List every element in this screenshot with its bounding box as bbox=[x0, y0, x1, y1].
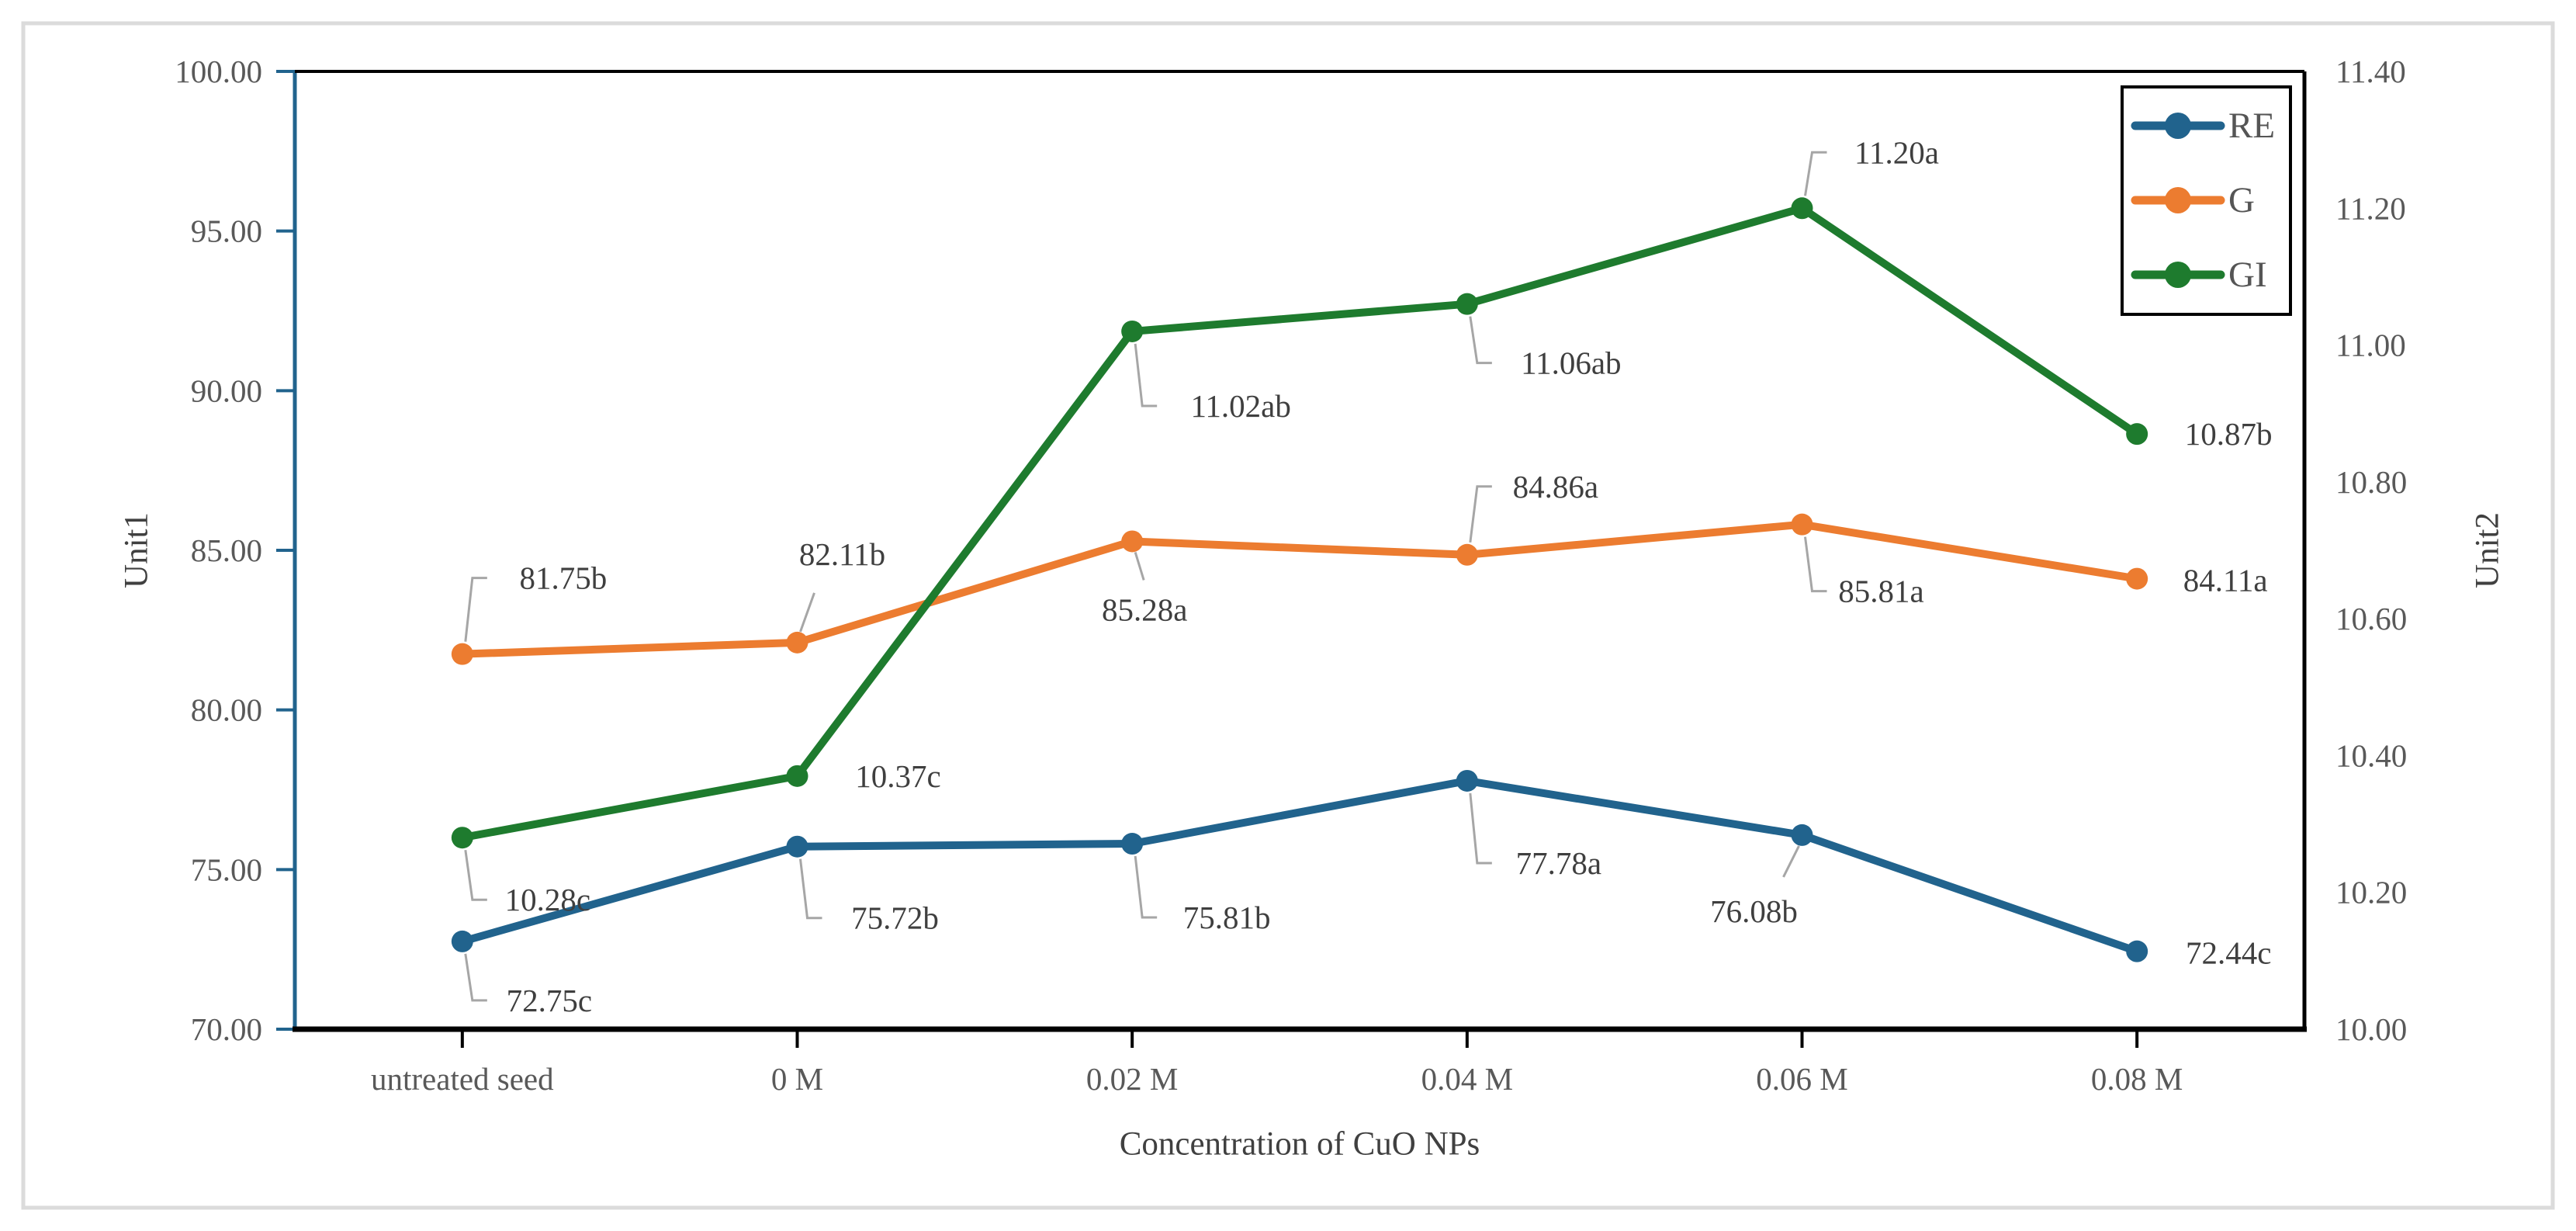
svg-text:72.75c: 72.75c bbox=[507, 983, 592, 1018]
plot-border bbox=[295, 70, 2307, 1029]
svg-text:0.02 M: 0.02 M bbox=[1086, 1061, 1178, 1097]
figure-border bbox=[21, 21, 2555, 1210]
svg-text:75.00: 75.00 bbox=[191, 851, 262, 887]
svg-text:81.75b: 81.75b bbox=[519, 560, 607, 596]
legend: RE G GI bbox=[2121, 85, 2292, 316]
svg-text:Unit1: Unit1 bbox=[119, 512, 155, 588]
legend-entry-GI: GI bbox=[2131, 255, 2267, 295]
svg-text:75.72b: 75.72b bbox=[851, 900, 939, 936]
svg-text:10.40: 10.40 bbox=[2335, 737, 2407, 773]
svg-text:11.00: 11.00 bbox=[2335, 328, 2406, 363]
svg-text:90.00: 90.00 bbox=[191, 373, 262, 408]
svg-text:10.20: 10.20 bbox=[2335, 875, 2407, 910]
svg-text:95.00: 95.00 bbox=[191, 213, 262, 249]
svg-text:85.00: 85.00 bbox=[191, 532, 262, 568]
svg-text:G: G bbox=[2228, 180, 2255, 220]
svg-text:0.06 M: 0.06 M bbox=[1756, 1061, 1847, 1097]
series-RE bbox=[451, 769, 2148, 962]
y-axis-left: 70.00 75.00 80.00 85.00 90.00 95.00 100.00 Unit… bbox=[119, 54, 297, 1047]
svg-text:RE: RE bbox=[2228, 106, 2275, 146]
svg-text:84.86a: 84.86a bbox=[1513, 469, 1598, 505]
svg-text:76.08b: 76.08b bbox=[1710, 893, 1798, 929]
x-axis: untreated seed 0 M 0.02 M 0.04 M 0.06 M 0.08 … bbox=[293, 1026, 2307, 1163]
svg-text:80.00: 80.00 bbox=[191, 692, 262, 728]
svg-text:82.11b: 82.11b bbox=[799, 536, 885, 572]
svg-text:10.28c: 10.28c bbox=[505, 882, 590, 917]
y-axis-right: 10.00 10.20 10.40 10.60 10.80 11.00 11.20 11.40… bbox=[2335, 54, 2506, 1047]
series-G bbox=[451, 513, 2148, 665]
svg-text:0.08 M: 0.08 M bbox=[2091, 1061, 2183, 1097]
legend-entry-G: G bbox=[2131, 180, 2255, 220]
svg-text:11.02ab: 11.02ab bbox=[1190, 388, 1290, 424]
svg-text:72.44c: 72.44c bbox=[2186, 935, 2271, 971]
data-labels: 72.75c 75.72b 75.81b 77.78a 76.08b 72.44c 81.7… bbox=[464, 134, 2273, 1018]
svg-text:GI: GI bbox=[2228, 255, 2267, 295]
svg-text:10.37c: 10.37c bbox=[855, 758, 940, 794]
svg-text:84.11a: 84.11a bbox=[2183, 563, 2268, 598]
svg-text:0 M: 0 M bbox=[771, 1061, 823, 1097]
svg-text:75.81b: 75.81b bbox=[1183, 900, 1271, 935]
svg-text:85.28a: 85.28a bbox=[1102, 591, 1187, 627]
legend-entry-RE: RE bbox=[2131, 106, 2275, 146]
svg-text:70.00: 70.00 bbox=[191, 1011, 262, 1047]
svg-text:0.04 M: 0.04 M bbox=[1421, 1061, 1513, 1097]
svg-text:85.81a: 85.81a bbox=[1838, 574, 1923, 609]
svg-text:11.20a: 11.20a bbox=[1854, 134, 1939, 170]
svg-text:Concentration of CuO NPs: Concentration of CuO NPs bbox=[1120, 1126, 1480, 1163]
svg-text:Unit2: Unit2 bbox=[2470, 512, 2506, 588]
svg-text:10.80: 10.80 bbox=[2335, 464, 2407, 500]
svg-text:10.00: 10.00 bbox=[2335, 1011, 2407, 1047]
svg-text:10.87b: 10.87b bbox=[2185, 416, 2273, 452]
svg-text:10.60: 10.60 bbox=[2335, 601, 2407, 636]
series-GI bbox=[451, 197, 2148, 849]
svg-text:11.06ab: 11.06ab bbox=[1521, 345, 1621, 381]
svg-text:100.00: 100.00 bbox=[175, 54, 262, 89]
svg-text:untreated seed: untreated seed bbox=[371, 1061, 554, 1097]
svg-text:77.78a: 77.78a bbox=[1516, 845, 1601, 881]
svg-text:11.40: 11.40 bbox=[2335, 54, 2406, 89]
svg-text:11.20: 11.20 bbox=[2335, 190, 2406, 226]
